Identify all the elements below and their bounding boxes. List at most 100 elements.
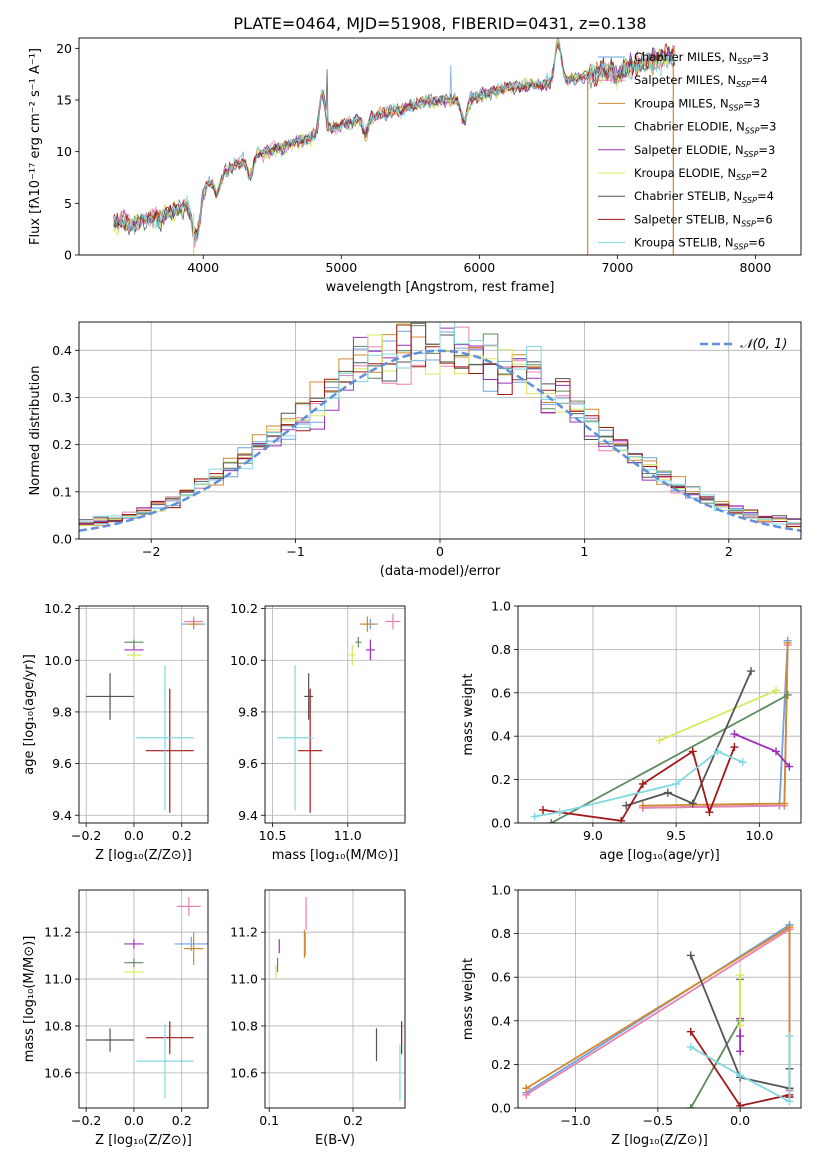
y-tick-label: 0.0 [491,816,511,831]
legend-label-end: =6 [756,212,773,226]
weight-point-marker [783,690,792,699]
axes-frame [78,37,802,256]
y-tick-label: 5 [64,196,72,211]
legend-label: Salpeter MILES, NSSP=4 [634,73,768,89]
legend-label-main: Kroupa MILES, N [634,96,729,110]
x-axis-label: Z [log₁₀(Z/Z⊙)] [611,1133,708,1148]
y-tick-label: 11.0 [230,972,258,987]
x-tick-label: 9.0 [583,828,603,843]
legend-label-main: Kroupa STELIB, N [634,236,734,250]
weight-point-marker [785,1097,794,1106]
x-tick-label: 8000 [740,260,772,275]
spectrum-series-line [113,42,676,242]
weight-series-line [642,642,789,807]
weight-point-marker [688,799,697,808]
y-tick-label: 11.2 [230,925,258,940]
legend-label-end: =3 [758,143,775,157]
y-tick-label: 10.2 [230,601,258,616]
legend-label-end: =3 [743,96,760,110]
x-tick-label: −1 [286,544,304,559]
y-tick-label: 0.8 [491,642,511,657]
y-tick-label: 0.6 [491,685,511,700]
legend-label-sub: SSP [729,103,744,112]
weight-point-marker [783,638,792,647]
weight-point-marker [736,1047,745,1056]
weight-point-marker [538,805,547,814]
x-tick-label: 10.0 [745,828,773,843]
x-tick-label: 0 [436,544,444,559]
y-axis-label: mass weight [461,673,476,755]
y-tick-label: 10.0 [44,653,72,668]
weight-point-marker [747,667,756,676]
x-tick-label: 9.5 [666,828,686,843]
legend-label: Chabrier MILES, NSSP=3 [634,50,769,66]
legend-label-sub: SSP [737,57,752,66]
axes-frame [78,605,209,824]
x-axis-label: Z [log₁₀(Z/Z⊙)] [95,848,192,863]
y-tick-label: 0.3 [52,390,72,405]
legend-label: Salpeter ELODIE, NSSP=3 [634,143,775,159]
weight-point-marker [555,808,564,817]
legend-label: Kroupa ELODIE, NSSP=2 [634,166,768,182]
legend-label-sub: SSP [741,219,756,228]
legend-label-main: Chabrier MILES, N [634,50,737,64]
weight-point-marker [785,923,794,932]
y-tick-label: 0.4 [491,729,511,744]
y-tick-label: 0.0 [52,532,72,547]
x-tick-label: 11.0 [334,828,362,843]
y-tick-label: 10.0 [230,653,258,668]
x-tick-label: 0.0 [730,1113,750,1128]
weight-series-line [642,645,789,809]
weight-point-marker [785,762,794,771]
residual-histogram [79,322,801,525]
x-tick-label: −1.0 [560,1113,590,1128]
legend-label-end: =3 [752,50,769,64]
legend-label-sub: SSP [742,196,757,205]
residual-histogram [79,324,801,527]
x-tick-label: 0.0 [124,828,144,843]
weight-point-marker [547,819,556,823]
panel-mass_vs_Z: −0.2 0.0 0.2 10.6 10.8 11.0 11.2 Z [log₁₀(Z/Z⊙)… [22,889,209,1148]
y-tick-label: 10.8 [44,1018,72,1033]
legend-label-main: Kroupa ELODIE, N [634,166,736,180]
y-tick-label: 9.6 [52,756,72,771]
legend-label-end: =3 [760,120,777,134]
legend-label-sub: SSP [745,127,760,136]
y-tick-label: 0.8 [491,926,511,941]
x-tick-label: 0.1 [259,1113,279,1128]
weight-point-marker [655,736,664,745]
weight-point-marker [705,808,714,817]
legend-label-end: =2 [751,166,768,180]
legend-label: Chabrier ELODIE, NSSP=3 [634,120,776,136]
plot-area [113,38,676,255]
legend-label-end: =4 [757,189,774,203]
legend-label-main: Salpeter STELIB, N [634,212,741,226]
x-axis-label: age [log₁₀(age/yr)] [599,848,720,863]
legend-label-main: Salpeter ELODIE, N [634,143,744,157]
y-tick-label: 10.8 [230,1018,258,1033]
x-tick-label: −0.5 [643,1113,673,1128]
panel-spectrum: 4000 5000 6000 7000 8000 0 5 10 15 20 wavelength [… [28,37,802,295]
x-axis-label: (data-model)/error [380,564,501,579]
y-tick-label: 9.6 [238,756,258,771]
y-tick-label: 10.6 [44,1065,72,1080]
residual-histogram [79,322,801,528]
y-tick-label: 0.2 [491,772,511,787]
x-tick-label: 0.2 [343,1113,363,1128]
plot-area [530,636,794,823]
x-tick-label: 6000 [463,260,495,275]
y-axis-label: age [log₁₀(age/yr)] [22,654,37,775]
weight-point-marker [736,1032,745,1041]
y-tick-label: 10 [56,144,72,159]
y-tick-label: 9.4 [52,808,72,823]
weight-point-marker [736,1101,745,1108]
legend-label: 𝒩(0, 1) [740,337,787,352]
plot-area [86,616,206,813]
panel-weight_vs_age: 9.0 9.5 10.0 0.0 0.2 0.4 0.6 0.8 1.0 age [log₁₀(a… [461,599,802,863]
y-axis-label: mass weight [461,958,476,1040]
y-tick-label: 0.4 [52,343,72,358]
weight-series-line [625,670,752,807]
weight-point-marker [738,758,747,767]
gaussian-curve [79,349,801,532]
